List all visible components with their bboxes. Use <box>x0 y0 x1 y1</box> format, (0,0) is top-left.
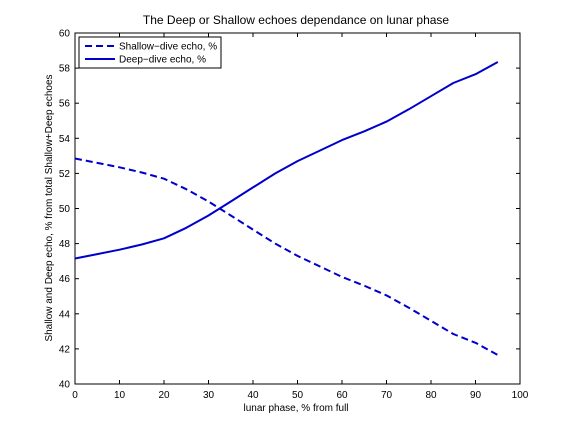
x-tick-label: 90 <box>470 390 482 401</box>
y-tick-label: 56 <box>59 99 71 110</box>
x-tick-label: 30 <box>203 390 215 401</box>
x-tick-label: 70 <box>381 390 393 401</box>
x-tick-label: 10 <box>114 390 126 401</box>
series-line-deep-dive <box>74 61 499 260</box>
chart-title: The Deep or Shallow echoes dependance on… <box>143 13 450 27</box>
y-tick-label: 58 <box>59 64 71 75</box>
y-tick-label: 52 <box>59 169 71 180</box>
y-axis-label: Shallow and Deep echo, % from total Shal… <box>44 74 55 341</box>
x-tick-label: 60 <box>336 390 348 401</box>
y-tick-label: 46 <box>59 274 71 285</box>
legend: Shallow−dive echo, % Deep−dive echo, % <box>78 36 222 69</box>
y-tick-label: 60 <box>59 29 71 40</box>
plot-area: 0 10 20 30 40 50 60 70 80 90 100 40 42 44 46 48 50 52 54 56… <box>59 29 529 402</box>
y-tick-label: 44 <box>59 309 71 320</box>
x-axis-label: lunar phase, % from full <box>243 403 348 414</box>
x-tick-label: 100 <box>512 390 529 401</box>
y-tick-label: 54 <box>59 134 71 145</box>
legend-box <box>78 36 222 69</box>
x-tick-label: 0 <box>72 390 78 401</box>
legend-entry-label: Deep−dive echo, % <box>119 55 206 66</box>
x-tick-label: 50 <box>292 390 304 401</box>
series-line-shallow-dive <box>74 157 499 356</box>
y-tick-label: 42 <box>59 344 71 355</box>
legend-entry-label: Shallow−dive echo, % <box>119 42 217 53</box>
y-tick-label: 40 <box>59 380 71 391</box>
x-tick-label: 40 <box>247 390 259 401</box>
x-tick-label: 20 <box>158 390 170 401</box>
y-tick-label: 50 <box>59 204 71 215</box>
x-tick-label: 80 <box>425 390 437 401</box>
y-tick-label: 48 <box>59 239 71 250</box>
